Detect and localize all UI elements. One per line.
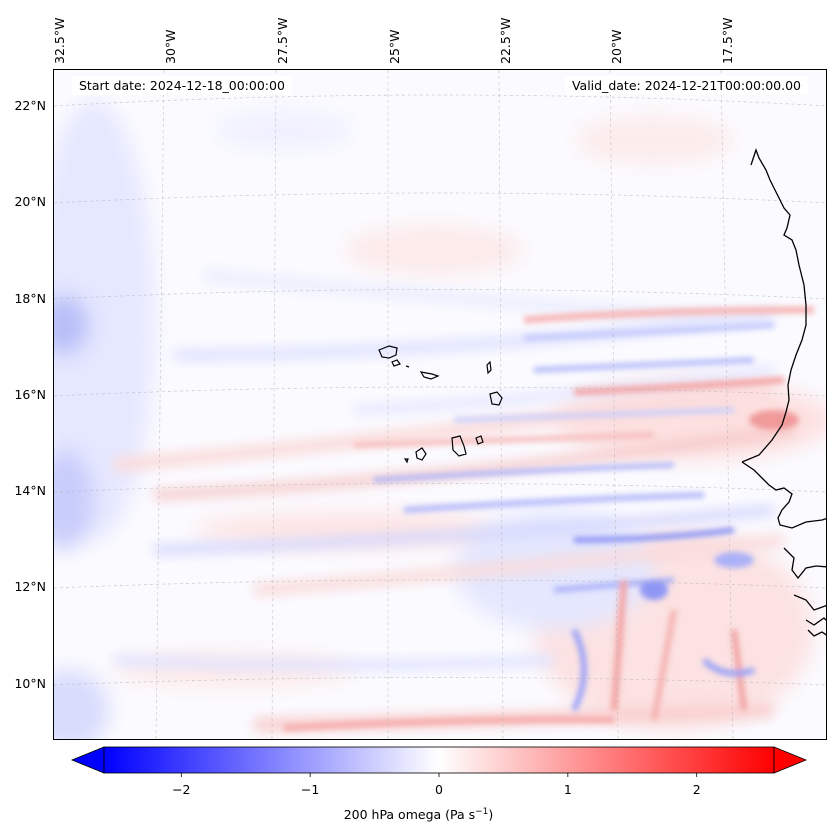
colorbar bbox=[70, 746, 808, 777]
colorbar-title: 200 hPa omega (Pa s−1) bbox=[0, 807, 837, 822]
colorbar-tick-marks bbox=[180, 773, 698, 777]
island-sao-vicente bbox=[391, 359, 401, 367]
lon-label-22-5w: 22.5°W bbox=[498, 17, 513, 64]
lat-label-14n: 14°N bbox=[14, 483, 46, 498]
colorbar-tick-label: 0 bbox=[435, 782, 443, 797]
gridline-18n bbox=[54, 289, 826, 300]
colorbar-tick-label: 1 bbox=[563, 782, 572, 797]
lon-label-30w: 30°W bbox=[163, 29, 178, 64]
island-maio bbox=[475, 435, 484, 445]
lat-label-10n: 10°N bbox=[14, 676, 46, 691]
gridline-16n bbox=[54, 386, 826, 397]
valid-date-label: Valid_date: 2024-12-21T00:00:00.00 bbox=[564, 76, 808, 95]
coastline-guinea-bissau bbox=[783, 547, 826, 580]
colorbar-title-exponent: −1 bbox=[475, 807, 489, 817]
island-santo-antao bbox=[378, 345, 398, 359]
island-brava bbox=[403, 458, 409, 464]
lat-label-20n: 20°N bbox=[14, 194, 46, 209]
lat-label-16n: 16°N bbox=[14, 387, 46, 402]
coastline-guinea bbox=[793, 594, 826, 611]
omega-field-map bbox=[54, 70, 826, 739]
gridline-22-5w bbox=[498, 70, 504, 739]
graticule bbox=[54, 70, 826, 739]
strong-cells bbox=[283, 306, 815, 731]
lat-label-18n: 18°N bbox=[14, 291, 46, 306]
gridline-10n bbox=[54, 677, 826, 686]
lon-label-27-5w: 27.5°W bbox=[275, 17, 290, 64]
lon-label-20w: 20°W bbox=[609, 29, 624, 64]
colorbar-gradient bbox=[103, 746, 775, 774]
colorbar-title-text: 200 hPa omega (Pa s bbox=[343, 807, 476, 823]
colorbar-extend-max bbox=[773, 746, 808, 774]
gridline-22n bbox=[54, 94, 826, 107]
gridline-20w bbox=[609, 70, 619, 739]
coastline bbox=[741, 148, 826, 637]
gridline-27-5w bbox=[271, 70, 277, 739]
gridline-17-5w bbox=[720, 70, 734, 739]
lon-label-32-5w: 32.5°W bbox=[52, 17, 67, 64]
island-boa-vista bbox=[489, 391, 503, 406]
colorbar-extend-min bbox=[70, 746, 105, 774]
start-date-label: Start date: 2024-12-18_00:00:00 bbox=[72, 76, 292, 95]
gridline-12n bbox=[54, 579, 826, 589]
lon-label-25w: 25°W bbox=[387, 29, 402, 64]
island-santiago bbox=[451, 435, 467, 457]
coastline-senegal-gambia bbox=[741, 461, 826, 529]
island-sal bbox=[486, 360, 492, 375]
colorbar-tick-label: −2 bbox=[172, 782, 191, 797]
lat-label-22n: 22°N bbox=[14, 98, 46, 113]
island-sao-nicolau bbox=[419, 371, 440, 380]
cape-verde-islands bbox=[378, 345, 503, 464]
coastline-mauritania-senegal bbox=[741, 148, 807, 463]
island-fogo bbox=[415, 447, 427, 461]
gridline-30w bbox=[155, 70, 165, 739]
broad-anomalies bbox=[54, 100, 826, 739]
colorbar-tick-label: 2 bbox=[692, 782, 701, 797]
coastline-guinea-south bbox=[805, 617, 826, 626]
map-panel[interactable]: Start date: 2024-12-18_00:00:00 Valid_da… bbox=[53, 69, 827, 740]
lat-label-12n: 12°N bbox=[14, 579, 46, 594]
colorbar-title-close: ) bbox=[488, 807, 494, 823]
coastline-sierra-leone bbox=[807, 629, 826, 637]
gridline-20n bbox=[54, 192, 826, 204]
lon-label-17-5w: 17.5°W bbox=[720, 17, 735, 64]
colorbar-tick-label: −1 bbox=[300, 782, 320, 797]
gridline-14n bbox=[54, 483, 826, 493]
island-santa-luzia bbox=[405, 365, 410, 368]
